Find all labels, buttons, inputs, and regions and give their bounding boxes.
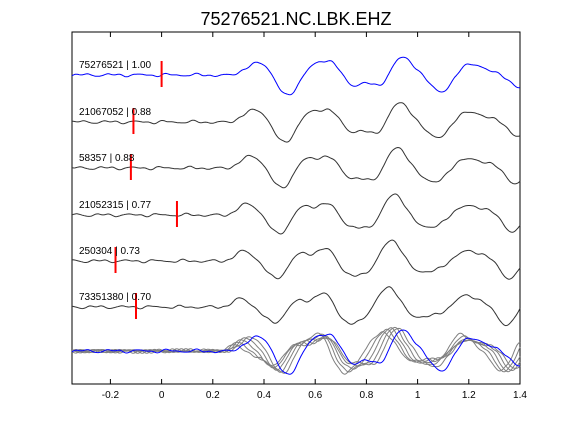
x-tick-label: 1 <box>415 390 421 401</box>
trace-2-label: 21067052 | 0.88 <box>79 107 152 118</box>
x-tick-label: 0.8 <box>359 390 373 401</box>
trace-1-label: 75276521 | 1.00 <box>79 60 152 71</box>
x-tick-label: 1.2 <box>462 390 476 401</box>
x-tick-label: 0 <box>159 390 165 401</box>
x-tick-label: 0.6 <box>308 390 322 401</box>
trace-4-line <box>71 193 521 235</box>
chart-title: 75276521.NC.LBK.EHZ <box>200 9 391 29</box>
stack-trace-5 <box>71 331 521 375</box>
trace-6-line <box>71 286 521 327</box>
trace-6-label: 73351380 | 0.70 <box>79 292 152 303</box>
picks-layer <box>114 61 178 319</box>
traces-layer <box>71 56 521 327</box>
trace-4-label: 21052315 | 0.77 <box>79 200 152 211</box>
stack-reference-trace <box>71 329 520 375</box>
stack-layer <box>71 326 521 375</box>
trace-5-label: 250304 | 0.73 <box>79 246 140 257</box>
x-axis: -0.2 0 0.2 0.4 0.6 0.8 1 1.2 1.4 <box>102 32 527 401</box>
labels-layer: 75276521 | 1.00 21067052 | 0.88 58357 | 0.… <box>79 60 152 303</box>
x-tick-label: -0.2 <box>102 390 120 401</box>
x-tick-label: 0.4 <box>257 390 271 401</box>
trace-1-line <box>71 56 521 96</box>
trace-2-line <box>72 102 521 143</box>
trace-5-line <box>71 239 521 280</box>
x-tick-label: 0.2 <box>206 390 220 401</box>
trace-3-line <box>71 146 521 189</box>
x-tick-label: 1.4 <box>513 390 527 401</box>
trace-3-label: 58357 | 0.88 <box>79 153 135 164</box>
